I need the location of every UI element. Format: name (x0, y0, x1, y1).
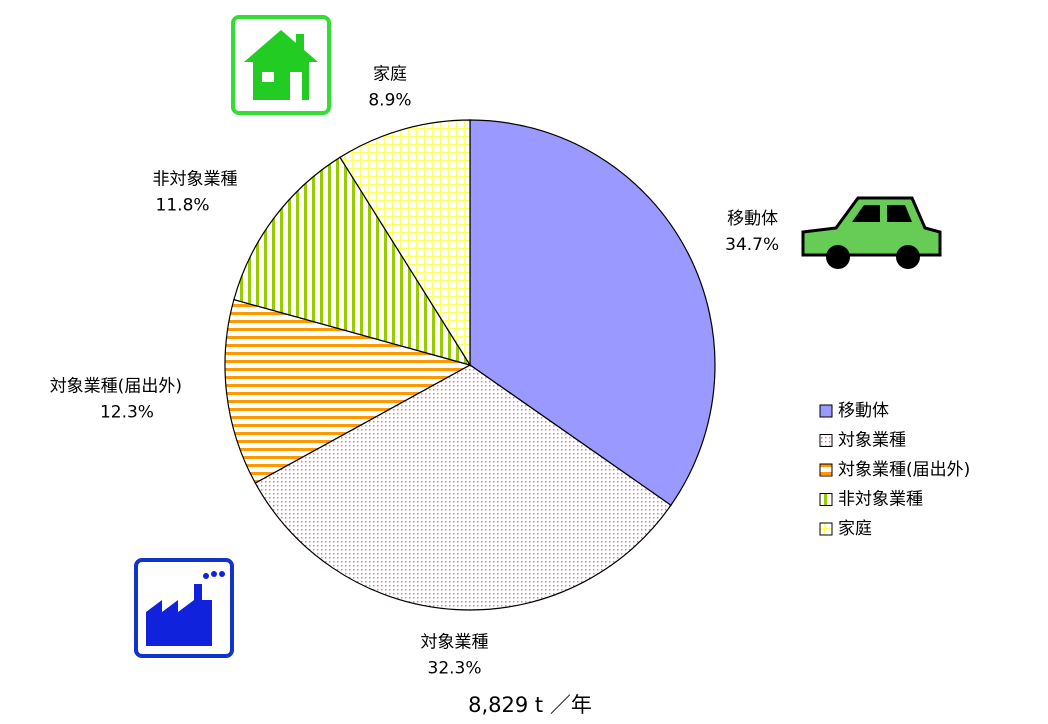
legend-swatch (819, 493, 833, 506)
slice-value-label: 32.3% (428, 659, 482, 679)
legend-label: 非対象業種 (838, 490, 923, 510)
slice-value-label: 11.8% (156, 196, 210, 216)
legend-swatch (819, 434, 833, 447)
slice-label: 対象業種 (421, 633, 489, 653)
pie-slice (469, 119, 716, 507)
legend-label: 対象業種(届出外) (838, 460, 970, 480)
slice-label: 移動体 (727, 209, 778, 229)
slice-value-label: 8.9% (368, 90, 411, 110)
pie-slice (339, 119, 471, 368)
pie-slice (224, 298, 472, 484)
total-annotation: 8,829 t ／年 (468, 693, 592, 717)
slice-label: 非対象業種 (153, 170, 238, 190)
factory-icon (134, 558, 234, 658)
slice-value-label: 34.7% (725, 235, 779, 255)
legend-swatch (819, 463, 833, 477)
slice-value-label: 12.3% (100, 403, 154, 423)
legend-label: 移動体 (838, 401, 889, 421)
slice-label: 家庭 (373, 64, 407, 84)
legend-label: 家庭 (838, 519, 872, 539)
legend-swatch (819, 404, 833, 418)
pie-slice (233, 156, 472, 366)
slice-label: 対象業種(届出外) (50, 377, 182, 397)
legend-swatch (819, 522, 833, 536)
car-icon (801, 196, 942, 269)
house-icon (231, 15, 331, 115)
legend-label: 対象業種 (838, 431, 906, 451)
